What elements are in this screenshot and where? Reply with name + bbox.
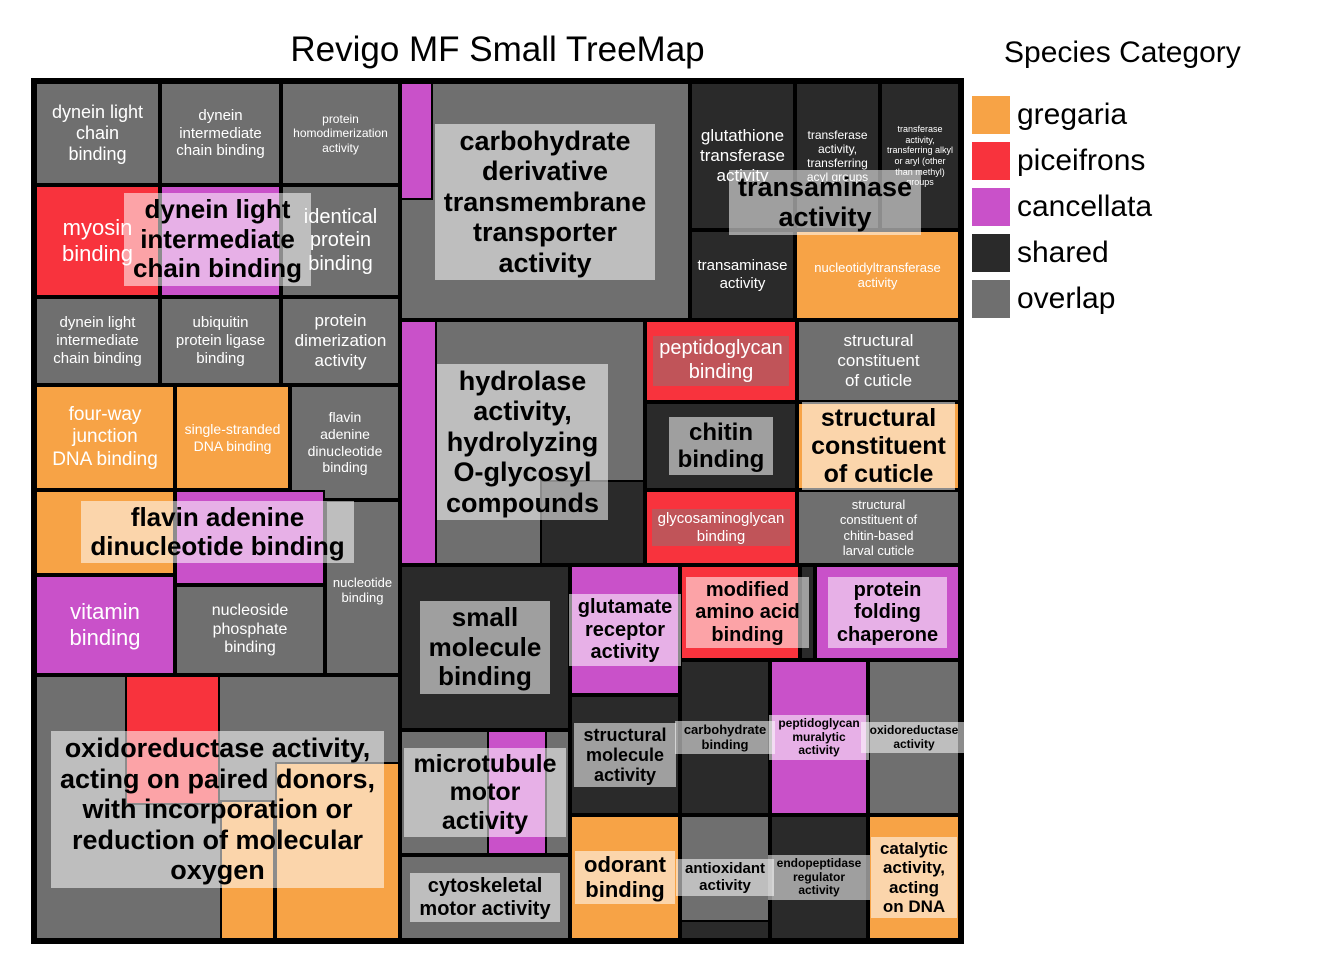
tile-identical-protein-binding (281, 185, 400, 297)
chart-title: Revigo MF Small TreeMap (290, 30, 705, 69)
tile-oxidoreductase-paired-donors-orange-b (220, 800, 275, 940)
legend-swatch-piceifrons (972, 142, 1010, 180)
tile-flavin-adenine-dinucleotide-left (35, 490, 175, 575)
tile-protein-folding-chaperone (815, 565, 960, 660)
tile-oxidoreductase-paired-donors-red (125, 675, 220, 805)
tile-single-stranded-dna-binding (175, 385, 290, 490)
treemap: dynein light chain binding dynein interme… (31, 78, 968, 944)
tile-transferase-alkyl-aryl-groups (880, 82, 960, 230)
tile-carbohydrate-derivative-strip (400, 82, 433, 200)
tile-nucleotide-binding (325, 500, 400, 675)
tile-endopeptidase-regulator-activity (770, 815, 868, 940)
legend-item-shared: shared (972, 234, 1241, 272)
tile-four-way-junction-dna-binding (35, 385, 175, 490)
tile-structural-constituent-chitin-larval (797, 490, 960, 565)
tile-dynein-light-chain-binding (35, 82, 160, 185)
tile-peptidoglycan-muralytic-activity (770, 660, 868, 815)
legend-swatch-cancellata (972, 188, 1010, 226)
legend-title: Species Category (1004, 36, 1241, 69)
legend-swatch-gregaria (972, 96, 1010, 134)
tile-odorant-binding (570, 815, 680, 940)
tile-flavin-adenine-dinucleotide-small (290, 385, 400, 500)
tile-antioxidant-dark-strip (680, 920, 770, 940)
legend-swatch-overlap (972, 280, 1010, 318)
tile-chitin-binding (645, 402, 797, 490)
legend-label-cancellata: cancellata (1017, 190, 1153, 223)
tile-dynein-intermediate-chain-binding (160, 82, 281, 185)
legend: Species Category gregaria piceifrons cance… (972, 36, 1241, 326)
tile-hydrolase-o-glycosyl-strip (400, 320, 437, 565)
tile-vitamin-binding (35, 575, 175, 675)
legend-label-gregaria: gregaria (1017, 98, 1128, 131)
tile-glutamate-receptor-activity (570, 565, 680, 695)
tile-modified-amino-acid-dark-sliver (800, 565, 815, 660)
tile-nucleotidyltransferase-activity (795, 230, 960, 320)
legend-label-overlap: overlap (1017, 282, 1116, 315)
tile-oxidoreductase-activity (868, 660, 960, 815)
tile-glutathione-transferase-activity (690, 82, 795, 230)
tile-dynein-light-intermediate-chain-small (35, 297, 160, 385)
tile-structural-constituent-cuticle-main (797, 402, 960, 490)
tile-flavin-adenine-dinucleotide-mid (175, 490, 325, 585)
legend-item-piceifrons: piceifrons (972, 142, 1241, 180)
legend-item-cancellata: cancellata (972, 188, 1241, 226)
legend-label-shared: shared (1017, 236, 1109, 269)
tile-peptidoglycan-binding (645, 320, 797, 402)
tile-carbohydrate-binding (680, 660, 770, 815)
tile-oxidoreductase-paired-donors-orange-a (275, 762, 400, 940)
tile-dynein-light-intermediate-chain-main (160, 185, 281, 297)
tile-cytoskeletal-motor-activity (400, 855, 570, 940)
legend-items: gregaria piceifrons cancellata shared overla… (972, 96, 1241, 318)
legend-item-gregaria: gregaria (972, 96, 1241, 134)
legend-label-piceifrons: piceifrons (1017, 144, 1146, 177)
tile-myosin-binding (35, 185, 160, 297)
tile-small-molecule-binding (400, 565, 570, 730)
tile-structural-molecule-activity (570, 695, 680, 815)
tile-modified-amino-acid-binding (680, 565, 800, 660)
tile-ubiquitin-protein-ligase-binding (160, 297, 281, 385)
tile-protein-homodimerization-activity (281, 82, 400, 185)
tile-hydrolase-o-glycosyl-dark (540, 480, 645, 565)
tile-protein-dimerization-activity (281, 297, 400, 385)
tile-transaminase-activity-small (690, 230, 795, 320)
legend-swatch-shared (972, 234, 1010, 272)
legend-item-overlap: overlap (972, 280, 1241, 318)
tile-structural-constituent-cuticle-small (797, 320, 960, 402)
tile-microtubule-motor-strip (487, 730, 547, 855)
tile-nucleoside-phosphate-binding (175, 585, 325, 675)
tile-carbohydrate-derivative-transporter (400, 82, 690, 320)
tile-transferase-acyl-groups (795, 82, 880, 230)
tile-glycosaminoglycan-binding (645, 490, 797, 565)
tile-catalytic-activity-acting-on-dna (868, 815, 960, 940)
